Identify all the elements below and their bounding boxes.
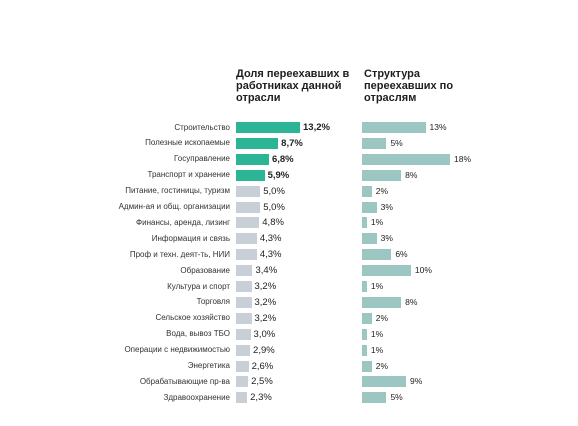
structure-bar <box>362 169 402 181</box>
category-label: Полезные ископаемые <box>145 138 230 148</box>
structure-bar <box>362 137 387 149</box>
share-value-label: 2,5% <box>251 376 273 388</box>
category-label: Админ-ая и общ. организации <box>118 202 230 211</box>
structure-bar <box>362 328 367 340</box>
share-bar <box>236 281 252 292</box>
structure-value-label: 1% <box>370 344 384 355</box>
share-value-label: 2,9% <box>253 344 275 356</box>
share-value-label: 3,4% <box>255 265 278 277</box>
structure-bar <box>362 122 426 133</box>
category-label: Торговля <box>196 297 230 307</box>
left-chart-title: Доля переехавших в работниках данной отр… <box>236 68 350 104</box>
share-value-label: 5,0% <box>263 201 285 213</box>
share-value-label: 3,0% <box>253 328 276 340</box>
structure-bar <box>362 360 372 372</box>
share-bar <box>236 376 249 388</box>
category-label: Образование <box>180 265 230 275</box>
category-label: Культура и спорт <box>167 281 230 291</box>
structure-value-label: 5% <box>390 137 403 148</box>
share-value-label: 3,2% <box>254 296 277 308</box>
category-label: Проф и техн. деят-ть, НИИ <box>129 249 230 259</box>
structure-value-label: 6% <box>395 249 408 260</box>
share-value-label: 6,8% <box>271 153 294 165</box>
structure-bar <box>362 296 402 308</box>
structure-value-label: 2% <box>375 185 389 196</box>
share-bar <box>236 249 257 261</box>
share-bar <box>236 392 248 404</box>
share-bar <box>236 344 251 356</box>
structure-value-label: 9% <box>410 376 423 387</box>
structure-value-label: 3% <box>380 233 393 244</box>
structure-value-label: 1% <box>370 328 384 339</box>
share-bar <box>236 137 279 149</box>
share-bar <box>236 153 269 165</box>
share-bar <box>236 185 261 197</box>
category-label: Сельское хозяйство <box>155 313 230 323</box>
share-value-label: 2,3% <box>250 392 272 404</box>
share-value-label: 8,7% <box>281 137 303 149</box>
share-value-label: 2,6% <box>251 360 274 372</box>
structure-value-label: 18% <box>454 153 472 164</box>
structure-value-label: 2% <box>375 360 389 371</box>
structure-bar <box>362 217 367 229</box>
share-value-label: 3,2% <box>254 312 277 324</box>
share-bar <box>236 233 257 245</box>
structure-value-label: 1% <box>370 217 384 228</box>
category-label: Финансы, аренда, лизинг <box>136 217 230 227</box>
share-bar <box>236 296 252 308</box>
share-bar <box>236 122 300 133</box>
right-chart-title: Структура переехавших по отраслям <box>364 68 454 104</box>
category-label: Госуправление <box>174 154 230 164</box>
category-label: Энергетика <box>187 361 230 370</box>
structure-value-label: 5% <box>390 392 403 403</box>
share-bar <box>236 312 252 324</box>
structure-value-label: 3% <box>380 201 393 212</box>
structure-value-label: 2% <box>375 312 389 323</box>
category-label: Вода, вывоз ТБО <box>166 329 230 339</box>
structure-bar <box>362 392 387 404</box>
share-value-label: 3,2% <box>254 281 277 292</box>
structure-value-label: 8% <box>405 296 418 307</box>
share-value-label: 4,3% <box>259 249 282 261</box>
share-value-label: 4,8% <box>262 217 284 229</box>
structure-value-label: 13% <box>429 122 447 132</box>
share-bar <box>236 360 249 372</box>
category-label: Питание, гостиницы, туризм <box>125 186 230 196</box>
share-bar <box>236 169 265 181</box>
share-bar <box>236 217 260 229</box>
category-label: Строительство <box>174 122 230 132</box>
share-value-label: 4,3% <box>259 233 282 245</box>
category-label: Информация и связь <box>151 233 230 243</box>
structure-value-label: 1% <box>370 281 384 291</box>
share-bar <box>236 328 251 340</box>
structure-bar <box>362 344 367 356</box>
share-value-label: 5,9% <box>267 169 290 181</box>
category-label: Здравоохранение <box>163 392 230 402</box>
structure-bar <box>362 201 377 213</box>
structure-bar <box>362 153 450 165</box>
share-bar <box>236 201 261 213</box>
structure-value-label: 8% <box>405 169 418 180</box>
structure-value-label: 10% <box>414 265 432 276</box>
structure-bar <box>362 249 392 261</box>
structure-bar <box>362 233 377 245</box>
share-value-label: 5,0% <box>263 185 285 197</box>
category-label: Операции с недвижимостью <box>124 345 230 355</box>
share-value-label: 13,2% <box>303 122 330 133</box>
structure-bar <box>362 185 372 197</box>
structure-bar <box>362 312 372 324</box>
structure-bar <box>362 281 367 292</box>
structure-bar <box>362 265 411 277</box>
share-bar <box>236 265 253 277</box>
category-label: Транспорт и хранение <box>147 170 231 180</box>
structure-bar <box>362 376 406 388</box>
category-label: Обрабатывающие пр-ва <box>139 376 230 386</box>
